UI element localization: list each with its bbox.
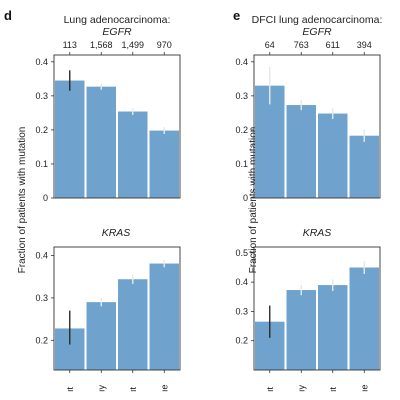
y-tick-label: 0.1 xyxy=(35,159,48,169)
top-count-label: 1,568 xyxy=(90,40,113,50)
top-count-label: 970 xyxy=(157,40,172,50)
x-tick-label-fragment: ıe xyxy=(359,384,369,392)
y-tick-label: 0.4 xyxy=(235,277,248,287)
y-tick-label: 0.2 xyxy=(235,336,248,346)
x-tick-label-fragment: ıt xyxy=(128,386,138,392)
y-tick-label: 0 xyxy=(243,193,248,203)
panel-label-d: d xyxy=(4,8,12,23)
y-tick-label: 0.3 xyxy=(35,293,48,303)
bar-e-egfr-3 xyxy=(318,113,348,198)
bar-e-kras-2 xyxy=(286,290,316,370)
panel-e-ylabel: Fraction of patients with mutation xyxy=(248,127,259,274)
y-tick-label: 0.4 xyxy=(35,57,48,67)
plot-frame xyxy=(53,246,181,371)
bar-d-egfr-1 xyxy=(55,80,85,198)
y-tick-label: 0.5 xyxy=(235,248,248,258)
top-count-label: 394 xyxy=(357,40,372,50)
chart-e-egfr: 0 0.1 0.2 0.3 0.4 64 763 611 394 xyxy=(235,40,381,203)
chart-d-egfr: 0 0.1 0.2 0.3 0.4 113 1,568 1,499 970 xyxy=(35,40,181,203)
plot-frame xyxy=(253,246,381,371)
x-tick-label-fragment: ıy xyxy=(96,384,106,392)
x-tick-label-fragment: ıt xyxy=(65,386,75,392)
top-count-label: 763 xyxy=(294,40,309,50)
panel-d-kras-title: KRAS xyxy=(102,227,131,239)
bar-d-egfr-4 xyxy=(149,130,179,198)
y-tick-label: 0.2 xyxy=(235,125,248,135)
y-tick-label: 0.2 xyxy=(35,335,48,345)
bar-d-kras-3 xyxy=(118,279,148,370)
panel-e-gene-title: EGFR xyxy=(302,26,332,38)
bar-d-kras-2 xyxy=(86,302,116,370)
panel-d-gene-title: EGFR xyxy=(102,26,132,38)
y-tick-label: 0.2 xyxy=(35,125,48,135)
y-tick-label: 0.3 xyxy=(35,91,48,101)
y-tick-label: 0.1 xyxy=(235,159,248,169)
plot-frame xyxy=(253,54,381,199)
bar-e-kras-4 xyxy=(349,267,379,370)
panel-d-ylabel: Fraction of patients with mutation xyxy=(17,127,28,274)
bar-e-egfr-4 xyxy=(349,135,379,198)
plot-frame xyxy=(53,54,181,199)
top-count-label: 113 xyxy=(63,40,77,50)
y-tick-label: 0 xyxy=(43,193,48,203)
top-count-label: 1,499 xyxy=(121,40,144,50)
y-tick-label: 0.3 xyxy=(235,306,248,316)
panel-e-kras-title: KRAS xyxy=(303,227,332,239)
y-tick-label: 0.4 xyxy=(235,57,248,67)
top-count-label: 611 xyxy=(326,40,340,50)
bar-d-kras-4 xyxy=(149,263,179,370)
y-tick-label: 0.4 xyxy=(35,250,48,260)
top-count-label: 64 xyxy=(265,40,275,50)
x-tick-label-fragment: ıe xyxy=(159,384,169,392)
panel-label-e: e xyxy=(233,8,240,23)
x-tick-label-fragment: ıt xyxy=(328,386,338,392)
bar-d-egfr-3 xyxy=(118,111,148,198)
chart-e-kras: 0.2 0.3 0.4 0.5 ıt ıy ıt ıe xyxy=(235,246,381,392)
bar-e-egfr-2 xyxy=(286,105,316,198)
bar-e-kras-3 xyxy=(318,285,348,370)
x-tick-label-fragment: ıt xyxy=(265,386,275,392)
bar-d-egfr-2 xyxy=(86,86,116,198)
panel-d-title: Lung adenocarcinoma: xyxy=(64,14,171,26)
panel-e-title: DFCI lung adenocarcinoma: xyxy=(252,14,383,26)
y-tick-label: 0.3 xyxy=(235,91,248,101)
x-tick-label-fragment: ıy xyxy=(296,384,306,392)
chart-d-kras: 0.2 0.3 0.4 ıt ıy ıt ıe xyxy=(35,246,181,392)
